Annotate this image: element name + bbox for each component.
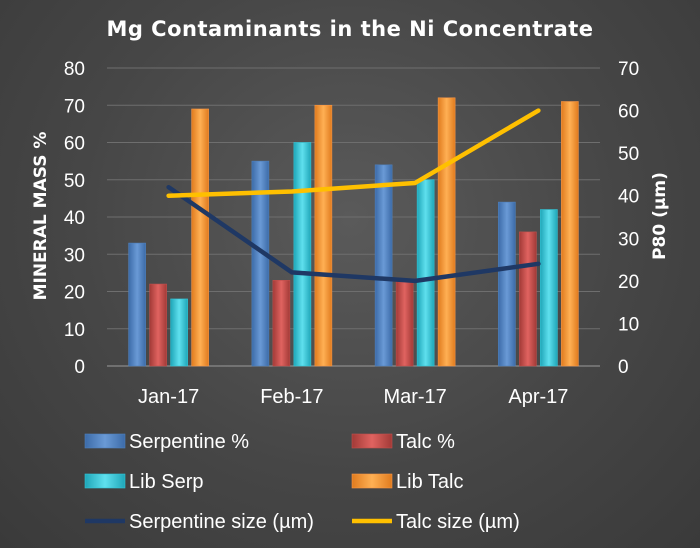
legend-swatch <box>84 473 126 489</box>
category-label: Feb-17 <box>260 386 323 408</box>
left-tick-label: 70 <box>64 96 85 117</box>
legend-swatch <box>351 473 393 489</box>
line-series <box>166 108 541 284</box>
left-tick-label: 60 <box>64 134 85 155</box>
right-tick-label: 30 <box>618 229 639 250</box>
right-axis-ticks: 0 10 20 30 40 50 60 70 <box>618 59 639 378</box>
line-talc-size-m <box>166 108 541 198</box>
bar-serpentine <box>374 164 393 367</box>
line-serpentine-size-m <box>166 184 541 284</box>
right-tick-label: 40 <box>618 187 639 208</box>
bar-lib-serp <box>293 142 312 367</box>
left-tick-label: 20 <box>64 283 85 304</box>
legend-label: Serpentine size (µm) <box>129 511 314 533</box>
left-tick-label: 50 <box>64 171 85 192</box>
category-label: Jan-17 <box>138 386 199 408</box>
right-tick-label: 70 <box>618 59 639 80</box>
bar-lib-serp <box>416 179 435 367</box>
left-tick-label: 10 <box>64 320 85 341</box>
right-tick-label: 10 <box>618 314 639 335</box>
bar-talc <box>395 280 414 367</box>
legend-label: Serpentine % <box>129 431 249 453</box>
legend-label: Lib Serp <box>129 471 204 493</box>
bar-lib-talc <box>314 104 333 367</box>
gridlines <box>107 67 600 367</box>
bar-talc <box>272 280 291 367</box>
left-axis-ticks: 0 10 20 30 40 50 60 70 80 <box>64 59 85 378</box>
right-tick-label: 20 <box>618 272 639 293</box>
bar-talc <box>149 283 167 367</box>
category-label: Mar-17 <box>383 386 446 408</box>
bar-lib-talc <box>561 101 579 367</box>
bar-talc <box>519 231 537 367</box>
bar-lib-talc <box>437 97 456 367</box>
legend-swatch <box>351 433 393 449</box>
bar-series <box>128 97 579 367</box>
bar-serpentine <box>498 201 516 367</box>
left-tick-label: 30 <box>64 245 85 266</box>
left-axis-label: MINERAL MASS % <box>31 132 51 301</box>
category-labels: Jan-17 Feb-17 Mar-17 Apr-17 <box>138 386 568 408</box>
bar-serpentine <box>251 160 270 367</box>
legend-label: Talc % <box>396 431 455 453</box>
right-tick-label: 60 <box>618 102 639 123</box>
legend-label: Talc size (µm) <box>396 511 520 533</box>
bar-lib-serp <box>540 209 558 367</box>
right-tick-label: 50 <box>618 144 639 165</box>
category-label: Apr-17 <box>508 386 568 408</box>
bar-lib-serp <box>170 298 188 367</box>
chart-title: Mg Contaminants in the Ni Concentrate <box>106 17 593 41</box>
left-tick-label: 0 <box>74 357 85 378</box>
bar-lib-talc <box>191 108 209 367</box>
left-tick-label: 80 <box>64 59 85 80</box>
legend: Serpentine % Talc % Lib Serp Lib Talc Serpen… <box>84 431 520 533</box>
legend-label: Lib Talc <box>396 471 463 493</box>
left-tick-label: 40 <box>64 208 85 229</box>
right-tick-label: 0 <box>618 357 629 378</box>
bar-serpentine <box>128 242 146 367</box>
right-axis-label: P80 (µm) <box>650 172 670 260</box>
legend-swatch <box>84 433 126 449</box>
